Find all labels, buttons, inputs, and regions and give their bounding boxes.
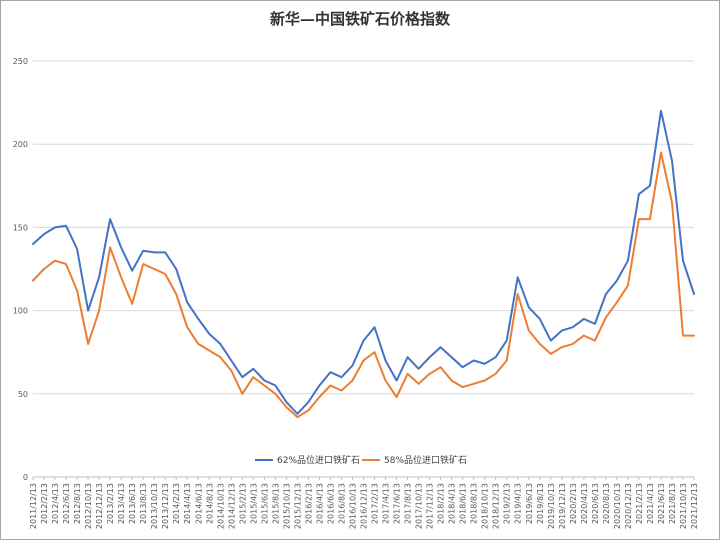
x-tick-label: 2019/8/13 — [536, 483, 545, 524]
x-tick-label: 2021/4/13 — [646, 483, 655, 524]
x-tick-label: 2015/6/13 — [260, 483, 269, 524]
x-tick-label: 2016/12/13 — [360, 483, 369, 529]
x-tick-label: 2012/6/13 — [62, 483, 71, 524]
x-tick-label: 2017/10/13 — [415, 483, 424, 529]
y-tick-label: 250 — [13, 57, 28, 66]
x-tick-label: 2019/6/13 — [525, 483, 534, 524]
x-tick-label: 2016/10/13 — [348, 483, 357, 529]
x-tick-label: 2021/2/13 — [635, 483, 644, 524]
x-tick-label: 2013/8/13 — [139, 483, 148, 524]
x-tick-label: 2016/4/13 — [315, 483, 324, 524]
x-tick-label: 2012/4/13 — [51, 483, 60, 524]
x-tick-label: 2015/4/13 — [249, 483, 258, 524]
x-tick-label: 2018/12/13 — [492, 483, 501, 529]
x-tick-label: 2018/10/13 — [481, 483, 490, 529]
x-tick-label: 2016/8/13 — [337, 483, 346, 524]
x-tick-label: 2011/12/13 — [29, 483, 38, 529]
x-tick-label: 2012/12/13 — [95, 483, 104, 529]
x-tick-label: 2017/6/13 — [393, 483, 402, 524]
series-line-1 — [32, 109, 695, 415]
x-tick-label: 2015/8/13 — [271, 483, 280, 524]
x-tick-label: 2019/2/13 — [503, 483, 512, 524]
x-tick-label: 2017/8/13 — [404, 483, 413, 524]
x-tick-label: 2015/2/13 — [238, 483, 247, 524]
x-tick-label: 2018/2/13 — [437, 483, 446, 524]
legend: 62%品位进口铁矿石 58%品位进口铁矿石 — [255, 454, 467, 466]
x-tick-label: 2013/12/13 — [161, 483, 170, 529]
chart-title: 新华—中国铁矿石价格指数 — [269, 10, 450, 28]
x-tick-label: 2021/12/13 — [690, 483, 699, 529]
x-tick-label: 2018/8/13 — [470, 483, 479, 524]
x-tick-label: 2019/4/13 — [514, 483, 523, 524]
x-tick-label: 2013/6/13 — [128, 483, 137, 524]
x-tick-label: 2021/8/13 — [668, 483, 677, 524]
legend-label-1: 62%品位进口铁矿石 — [277, 454, 360, 466]
axes: 0 50 100 150 200 250 2011/12/13 2012/2/13 2012/4… — [13, 57, 699, 529]
x-tick-label: 2012/10/13 — [84, 483, 93, 529]
x-tick-label: 2019/12/13 — [558, 483, 567, 529]
x-tick-label: 2020/8/13 — [602, 483, 611, 524]
x-tick-label: 2016/2/13 — [304, 483, 313, 524]
y-tick-label: 100 — [13, 307, 28, 316]
x-tick-label: 2013/10/13 — [150, 483, 159, 529]
x-tick-label: 2014/8/13 — [205, 483, 214, 524]
x-tick-label: 2019/10/13 — [547, 483, 556, 529]
x-tick-label: 2020/12/13 — [624, 483, 633, 529]
x-tick-label: 2018/4/13 — [448, 483, 457, 524]
x-tick-label: 2020/10/13 — [613, 483, 622, 529]
x-tick-label: 2012/8/13 — [73, 483, 82, 524]
x-tick-label: 2017/12/13 — [426, 483, 435, 529]
x-tick-label: 2014/12/13 — [227, 483, 236, 529]
x-tick-label: 2014/10/13 — [216, 483, 225, 529]
x-tick-label: 2013/4/13 — [117, 483, 126, 524]
x-tick-label: 2014/2/13 — [172, 483, 181, 524]
x-tick-label: 2013/2/13 — [106, 483, 115, 524]
x-tick-label: 2020/2/13 — [569, 483, 578, 524]
y-tick-label: 50 — [18, 390, 28, 399]
x-tick-label: 2018/6/13 — [459, 483, 468, 524]
x-tick-label: 2014/4/13 — [183, 483, 192, 524]
series-line-2 — [32, 151, 695, 419]
x-tick-label: 2020/6/13 — [591, 483, 600, 524]
y-tick-label: 200 — [13, 140, 28, 149]
x-tick-label: 2012/2/13 — [40, 483, 49, 524]
legend-label-2: 58%品位进口铁矿石 — [384, 454, 467, 466]
y-tick-label: 0 — [23, 473, 28, 482]
x-tick-label: 2017/2/13 — [371, 483, 380, 524]
x-tick-label: 2015/12/13 — [293, 483, 302, 529]
x-tick-label: 2021/6/13 — [657, 483, 666, 524]
y-tick-label: 150 — [13, 223, 28, 232]
x-tick-label: 2014/6/13 — [194, 483, 203, 524]
x-tick-label: 2021/10/13 — [679, 483, 688, 529]
x-tick-label: 2017/4/13 — [382, 483, 391, 524]
x-tick-label: 2020/4/13 — [580, 483, 589, 524]
series-lines — [32, 109, 695, 419]
gridlines — [33, 60, 694, 395]
x-tick-label: 2015/10/13 — [282, 483, 291, 529]
x-tick-label: 2016/6/13 — [326, 483, 335, 524]
